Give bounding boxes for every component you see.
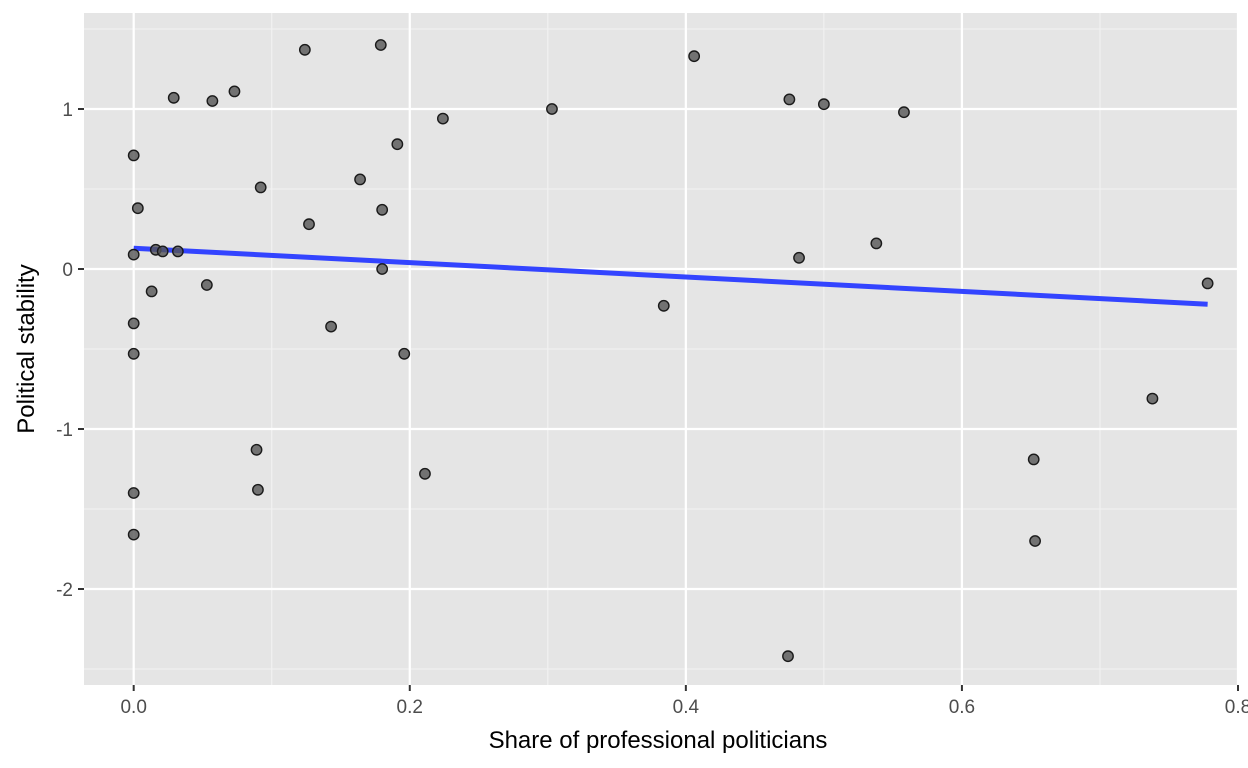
data-point [783, 93, 796, 106]
x-axis-title: Share of professional politicians [489, 727, 828, 754]
data-point [546, 103, 558, 115]
data-point [354, 173, 366, 186]
data-point [1201, 277, 1214, 290]
y-tick-label: -1 [56, 420, 73, 441]
y-axis: -2 -1 0 1 [56, 100, 84, 601]
data-point [688, 50, 701, 63]
data-point [298, 43, 311, 56]
data-point [376, 203, 389, 216]
minor-gridlines [84, 13, 1238, 685]
data-point [817, 98, 830, 111]
data-point [398, 347, 411, 360]
data-point [200, 279, 213, 291]
data-point [870, 237, 883, 250]
trend-line [133, 245, 1208, 307]
x-tick-label: 0.4 [673, 697, 700, 718]
y-axis-title: Political stability [13, 264, 40, 433]
data-point [391, 138, 404, 151]
trend-line-layer [133, 245, 1208, 307]
x-tick-label: 0.0 [120, 697, 146, 718]
data-point [127, 347, 140, 360]
data-point [303, 218, 315, 231]
data-point [419, 467, 431, 480]
data-point [171, 245, 184, 258]
data-point [325, 320, 337, 333]
data-point [376, 263, 389, 275]
data-point [156, 245, 169, 258]
data-point [793, 251, 805, 264]
data-point [250, 443, 263, 456]
data-point [127, 487, 140, 499]
data-point [127, 528, 140, 541]
x-tick-label: 0.8 [1225, 697, 1248, 718]
y-tick-label: 0 [62, 260, 73, 281]
data-point [127, 317, 140, 330]
data-point [898, 106, 910, 119]
y-tick-label: -2 [56, 580, 73, 601]
data-point [1146, 392, 1159, 405]
x-tick-label: 0.2 [397, 697, 423, 718]
y-tick-label: 1 [62, 100, 73, 121]
data-point [228, 85, 241, 98]
data-point [145, 285, 158, 298]
data-point [254, 181, 267, 194]
data-point [167, 91, 180, 104]
data-point [374, 39, 387, 51]
points-layer [127, 39, 1214, 663]
data-point [127, 149, 140, 162]
data-point [1029, 535, 1041, 547]
data-point [657, 299, 670, 312]
x-axis: 0.0 0.2 0.4 0.6 0.8 [120, 685, 1248, 718]
data-point [782, 650, 794, 663]
x-tick-label: 0.6 [949, 697, 975, 718]
data-point [436, 112, 449, 125]
data-point [131, 202, 144, 215]
data-point [206, 95, 219, 107]
data-point [127, 248, 140, 261]
data-point [1027, 453, 1040, 466]
data-point [252, 483, 264, 496]
